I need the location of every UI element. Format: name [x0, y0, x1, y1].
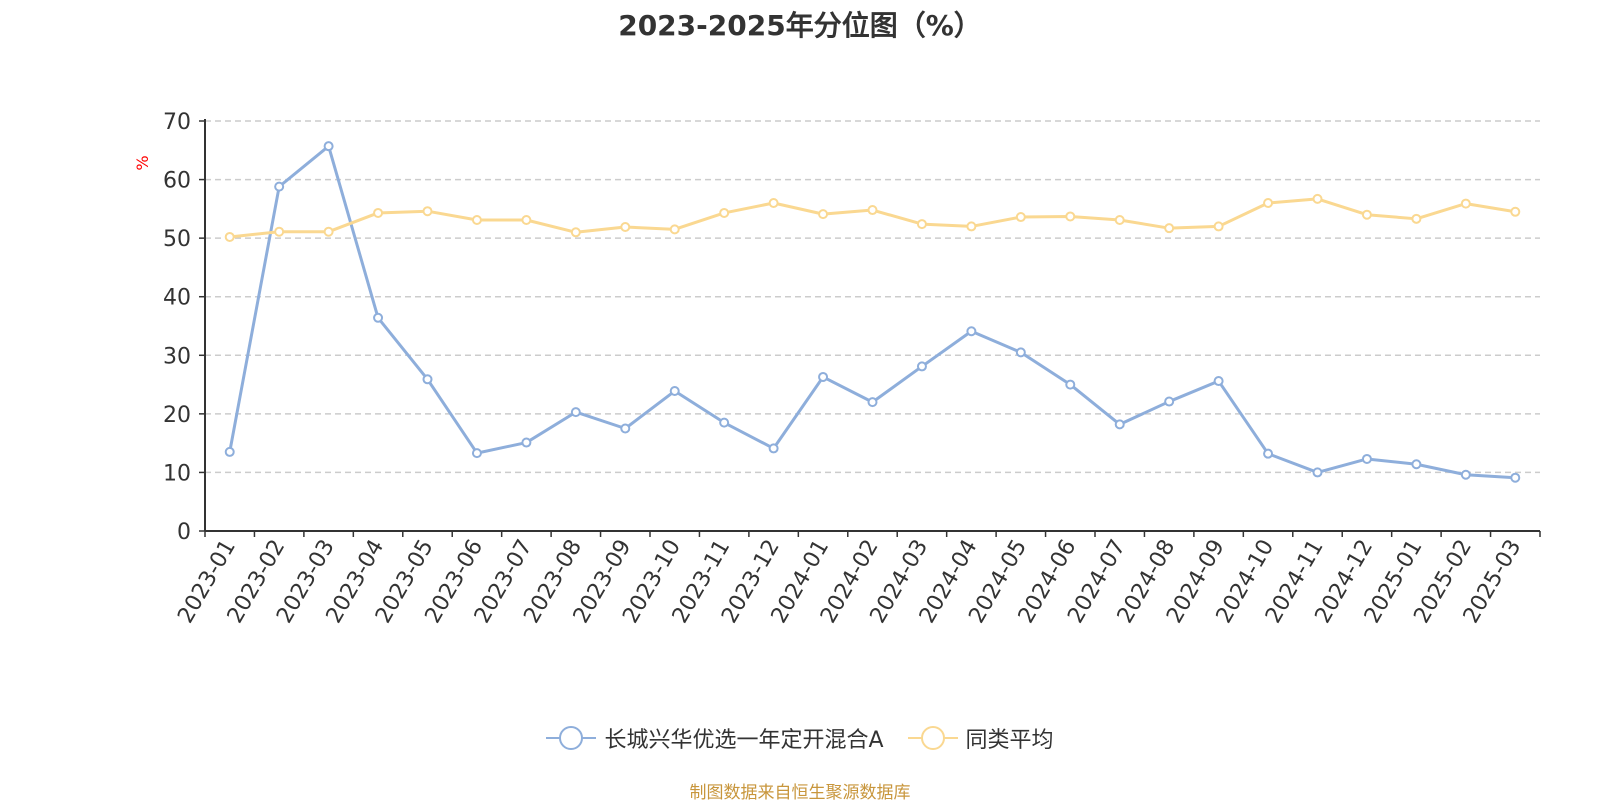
- data-point-category-average: [274, 226, 285, 237]
- data-point-fund: [1263, 448, 1274, 459]
- data-source-note: 制图数据来自恒生聚源数据库: [689, 783, 911, 803]
- data-point-fund: [768, 443, 779, 454]
- data-point-fund: [1312, 467, 1323, 478]
- data-point-category-average: [1411, 213, 1422, 224]
- data-point-category-average: [768, 198, 779, 208]
- data-point-category-average: [719, 207, 730, 218]
- y-tick-label: 50: [163, 227, 191, 252]
- data-point-fund: [521, 437, 532, 448]
- data-point-category-average: [867, 205, 878, 216]
- data-point-fund: [867, 397, 878, 408]
- data-point-category-average: [422, 206, 433, 217]
- data-point-fund: [570, 407, 581, 418]
- y-tick-label: 30: [163, 344, 191, 369]
- data-point-fund: [471, 448, 482, 459]
- data-point-fund: [1510, 472, 1521, 483]
- data-point-fund: [1460, 469, 1471, 480]
- data-point-category-average: [373, 207, 384, 218]
- y-tick-label: 40: [163, 286, 191, 311]
- y-tick-label: 70: [163, 110, 191, 135]
- data-point-fund: [1213, 376, 1224, 387]
- data-point-category-average: [1361, 209, 1372, 220]
- data-point-category-average: [323, 226, 334, 237]
- data-point-fund: [620, 423, 631, 434]
- data-point-category-average: [1015, 212, 1026, 223]
- legend-item-fund[interactable]: 长城兴华优选一年定开混合A: [546, 722, 884, 754]
- data-point-category-average: [1263, 198, 1274, 208]
- data-point-category-average: [1213, 221, 1224, 232]
- data-point-category-average: [471, 214, 482, 225]
- legend-marker-category-average: [907, 726, 958, 750]
- data-point-category-average: [1460, 198, 1471, 209]
- data-point-category-average: [1312, 193, 1323, 204]
- data-point-fund: [274, 181, 285, 192]
- series-line-fund: [228, 144, 1516, 480]
- series-line-category-average: [229, 197, 1516, 239]
- y-tick-label: 20: [163, 403, 191, 428]
- data-point-fund: [669, 386, 680, 397]
- data-point-category-average: [818, 209, 829, 220]
- data-point-fund: [1015, 347, 1026, 358]
- data-point-category-average: [224, 231, 235, 242]
- data-point-category-average: [570, 227, 581, 238]
- data-point-fund: [1164, 396, 1175, 407]
- data-point-category-average: [1065, 211, 1076, 222]
- data-point-fund: [1361, 453, 1372, 464]
- data-point-fund: [1411, 459, 1422, 470]
- data-point-fund: [966, 326, 977, 337]
- data-point-category-average: [1114, 214, 1125, 225]
- data-point-fund: [323, 141, 334, 152]
- data-point-category-average: [669, 224, 680, 235]
- legend-marker-fund: [546, 726, 597, 750]
- data-point-category-average: [966, 221, 977, 232]
- y-axis-label: %: [133, 155, 152, 170]
- y-tick-label: 0: [177, 520, 191, 545]
- data-point-fund: [224, 446, 235, 457]
- data-point-fund: [373, 312, 384, 323]
- data-point-category-average: [620, 222, 631, 233]
- y-tick-label: 10: [163, 461, 191, 486]
- data-point-category-average: [1510, 206, 1521, 217]
- data-point-fund: [1065, 379, 1076, 390]
- data-point-fund: [1114, 419, 1125, 430]
- data-point-fund: [916, 361, 927, 372]
- legend-label-category-average: 同类平均: [965, 728, 1054, 753]
- data-point-fund: [719, 417, 730, 428]
- y-tick-label: 60: [163, 169, 191, 194]
- chart-legend: 长城兴华优选一年定开混合A 同类平均: [0, 722, 1600, 754]
- data-point-category-average: [916, 219, 927, 230]
- data-point-fund: [422, 374, 433, 385]
- data-point-category-average: [1164, 223, 1175, 234]
- data-point-fund: [818, 371, 829, 382]
- legend-label-fund: 长城兴华优选一年定开混合A: [604, 728, 884, 753]
- data-point-category-average: [521, 214, 532, 225]
- chart-title: 2023-2025年分位图（%）: [618, 9, 982, 42]
- legend-item-category-average[interactable]: 同类平均: [907, 722, 1054, 754]
